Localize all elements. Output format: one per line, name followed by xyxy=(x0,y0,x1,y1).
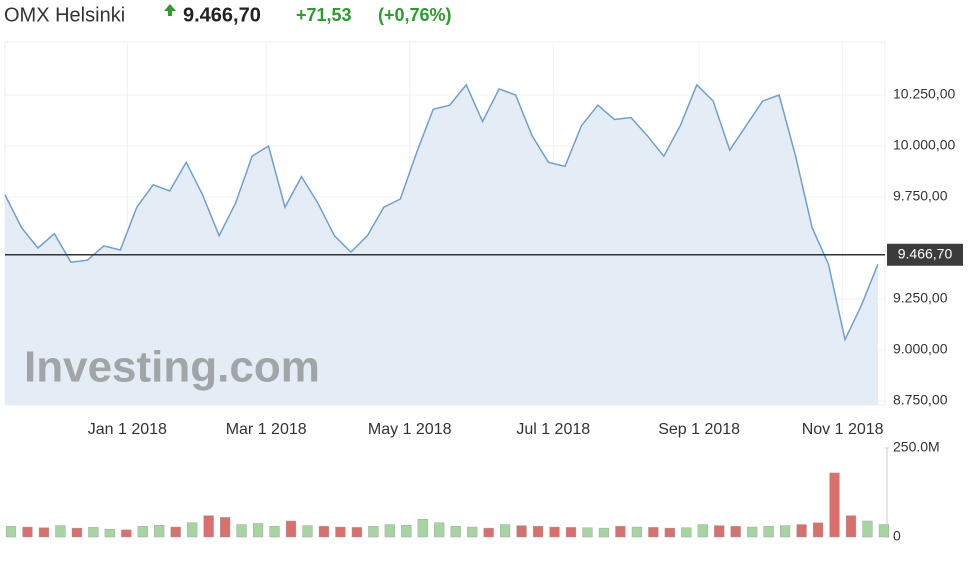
volume-bar xyxy=(697,524,708,538)
volume-bar xyxy=(648,527,659,538)
volume-bar xyxy=(565,527,577,538)
volume-bar xyxy=(302,525,313,538)
y-tick-label: 250.0M xyxy=(893,439,940,455)
volume-bar xyxy=(615,526,626,538)
area xyxy=(5,84,878,406)
volume-bar xyxy=(285,520,297,538)
x-tick-label: Mar 1 2018 xyxy=(226,421,307,438)
last-price-label: 9.466,70 xyxy=(898,245,953,261)
y-tick-label: 0 xyxy=(893,528,901,544)
y-tick-label: 9.000,00 xyxy=(893,341,948,357)
price-line xyxy=(4,83,879,342)
volume-bar xyxy=(862,520,873,538)
volume-bar xyxy=(763,526,774,538)
title: OMX Helsinki xyxy=(4,4,125,26)
volume-bar xyxy=(681,527,692,538)
volume-bar xyxy=(417,519,428,538)
volume-bar xyxy=(582,527,593,538)
volume-bar xyxy=(549,526,560,538)
volume-bar xyxy=(203,515,214,538)
volume-bar xyxy=(516,525,527,538)
volume-bar xyxy=(104,528,115,538)
volume-bar xyxy=(5,526,17,538)
volume-bar xyxy=(878,524,890,538)
volume-bar xyxy=(252,523,264,538)
volume-bar xyxy=(845,515,857,538)
volume-bar xyxy=(121,529,132,538)
x-tick-label: Jul 1 2018 xyxy=(516,421,590,438)
volume-bar xyxy=(71,527,82,538)
change: +71,53 xyxy=(296,5,352,25)
volume-bar xyxy=(187,522,198,538)
volume-bar xyxy=(500,524,511,538)
watermark: Investing.com xyxy=(24,343,320,392)
volume-bar xyxy=(368,526,379,538)
last-price-box xyxy=(887,243,963,266)
volume-bar xyxy=(664,527,675,538)
volume-bar xyxy=(812,522,824,538)
y-tick-label: 10.250,00 xyxy=(893,86,955,102)
volume-bar xyxy=(796,524,807,538)
volume-bar xyxy=(154,525,165,538)
x-tick-label: Sep 1 2018 xyxy=(658,421,740,438)
volume-bar xyxy=(747,526,758,538)
volume-bar xyxy=(269,526,280,538)
volume-bar xyxy=(467,526,478,538)
volume-bar xyxy=(434,522,445,538)
x-tick-label: Nov 1 2018 xyxy=(802,421,884,438)
x-tick-label: May 1 2018 xyxy=(368,421,452,438)
volume-bar xyxy=(829,472,840,538)
volume-bar xyxy=(532,526,544,538)
y-tick-label: 9.750,00 xyxy=(893,188,948,204)
volume-bar xyxy=(220,517,231,538)
x-tick-label: Jan 1 2018 xyxy=(88,421,167,438)
y-tick-label: 10.000,00 xyxy=(893,137,955,153)
volume-bar xyxy=(170,526,181,538)
volume-bar xyxy=(88,527,99,538)
volume-bar xyxy=(335,526,346,538)
volume-bar xyxy=(38,527,50,538)
y-tick-label: 9.250,00 xyxy=(893,290,948,306)
volume-bar xyxy=(55,525,66,538)
volume-bar xyxy=(730,526,741,538)
volume-bar xyxy=(318,526,330,538)
volume-bar xyxy=(483,527,494,538)
volume-bar xyxy=(450,526,461,538)
last-price: 9.466,70 xyxy=(183,4,261,26)
volume-bar xyxy=(351,527,362,538)
volume-bar xyxy=(401,525,412,538)
volume-bar xyxy=(137,526,148,538)
volume-bar xyxy=(631,526,642,538)
volume-bar xyxy=(22,526,33,538)
volume-bar xyxy=(780,525,791,538)
volume-bar xyxy=(714,525,725,538)
up-arrow xyxy=(164,4,176,16)
volume-bar xyxy=(598,527,610,538)
y-tick-label: 8.750,00 xyxy=(893,392,948,408)
volume-bar xyxy=(236,524,247,538)
change-pct: (+0,76%) xyxy=(378,5,452,25)
volume-bar xyxy=(384,524,395,538)
